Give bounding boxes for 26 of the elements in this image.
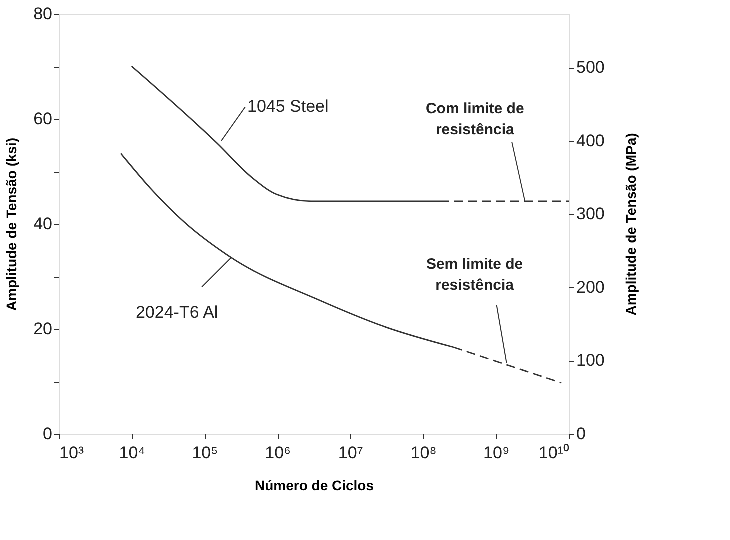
y2-tick-label: 0 xyxy=(576,424,586,444)
y2-tick-label: 100 xyxy=(576,351,605,370)
y-axis-title: Amplitude de Tensão (ksi) xyxy=(4,138,20,312)
x-tick-label: 10⁵ xyxy=(192,444,218,462)
annotation: 1045 Steel xyxy=(248,97,329,116)
y2-tick-label: 400 xyxy=(576,131,605,150)
x-tick-label: 10⁶ xyxy=(265,444,292,462)
x-tick-label: 10⁴ xyxy=(119,444,146,462)
y2-tick-label: 500 xyxy=(576,58,605,78)
y-tick-label: 0 xyxy=(43,424,52,444)
annotation: Sem limite de resistência xyxy=(426,256,524,294)
x-tick-label: 10³ xyxy=(60,444,84,462)
y-tick-label: 20 xyxy=(34,320,52,338)
x-axis-title: Número de Ciclos xyxy=(254,478,374,494)
y-tick-label: 40 xyxy=(34,214,52,234)
x-tick-label: 10¹⁰ xyxy=(538,444,570,462)
y-tick-label: 60 xyxy=(34,110,52,128)
y-tick-label: 80 xyxy=(34,4,52,24)
y2-axis-title: Amplitude de Tensão (MPa) xyxy=(622,133,639,316)
y2-tick-label: 300 xyxy=(576,204,605,224)
x-tick-label: 10⁹ xyxy=(484,444,510,462)
x-tick-label: 10⁷ xyxy=(338,444,364,462)
y2-tick-label: 200 xyxy=(576,278,605,297)
annotation: Com limite de resistência xyxy=(426,100,524,138)
x-tick-label: 10⁸ xyxy=(410,444,437,462)
annotation: 2024-T6 Al xyxy=(136,303,218,322)
